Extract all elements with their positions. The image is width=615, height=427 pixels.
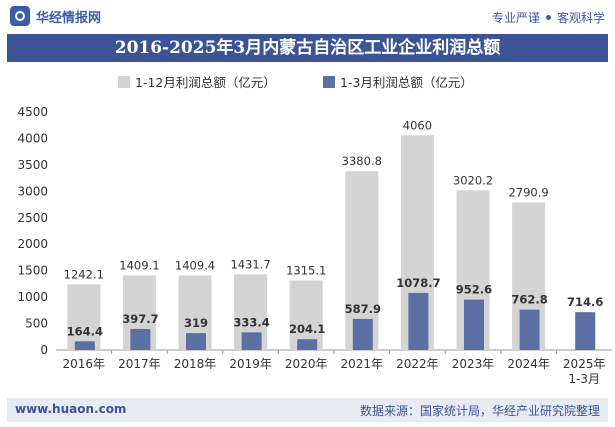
data-label-q1: 762.8 bbox=[511, 293, 547, 307]
data-label-full-year: 1409.1 bbox=[119, 258, 159, 272]
tagline: 专业严谨 客观科学 bbox=[492, 9, 605, 26]
x-tick-label: 2018年 bbox=[174, 357, 217, 371]
data-label-q1: 952.6 bbox=[456, 283, 492, 297]
y-tick-label: 500 bbox=[25, 317, 48, 331]
bar-q1 bbox=[408, 292, 429, 350]
bar-q1 bbox=[74, 341, 95, 350]
legend-label: 1-12月利润总额（亿元） bbox=[135, 75, 276, 90]
bar-q1 bbox=[297, 339, 318, 350]
legend-label: 1-3月利润总额（亿元） bbox=[340, 75, 473, 90]
data-label-q1: 204.1 bbox=[289, 322, 325, 336]
bar-chart: 1-12月利润总额（亿元） 1-3月利润总额（亿元） 0 500 1000 1500 200… bbox=[17, 75, 612, 386]
data-label-full-year: 1431.7 bbox=[230, 257, 270, 271]
brand[interactable]: 华经情报网 bbox=[10, 6, 101, 26]
y-tick-label: 2000 bbox=[17, 237, 48, 251]
y-tick-label: 3500 bbox=[17, 158, 48, 172]
bar-full-year bbox=[289, 280, 323, 350]
tagline-left: 专业严谨 bbox=[491, 11, 540, 25]
x-tick-label: 2016年 bbox=[63, 357, 106, 371]
bar-full-year bbox=[67, 284, 101, 350]
y-tick-label: 3000 bbox=[17, 184, 48, 198]
y-tick-label: 1000 bbox=[17, 290, 48, 304]
bar-q1 bbox=[241, 332, 262, 350]
y-tick-label: 4500 bbox=[17, 105, 48, 119]
x-tick-label: 2024年 bbox=[507, 357, 550, 371]
bar-q1 bbox=[130, 328, 151, 350]
data-label-q1: 319 bbox=[184, 316, 208, 330]
y-tick-label: 0 bbox=[40, 343, 48, 357]
data-label-q1: 714.6 bbox=[567, 295, 603, 309]
bar-q1 bbox=[352, 318, 373, 350]
x-tick-label: 2019年 bbox=[229, 357, 272, 371]
bar-q1 bbox=[186, 333, 206, 350]
header-bar: 华经情报网 专业严谨 客观科学 bbox=[0, 0, 615, 34]
footer-bar: www.huaon.com 数据来源：国家统计局，华经产业研究院整理 bbox=[7, 398, 608, 422]
data-label-q1: 1078.7 bbox=[396, 276, 440, 290]
data-label-q1: 333.4 bbox=[233, 315, 269, 329]
bar-q1 bbox=[575, 312, 596, 350]
footer-source: 数据来源：国家统计局，华经产业研究院整理 bbox=[359, 404, 600, 418]
bar-q1 bbox=[519, 309, 540, 350]
x-tick-label: 2020年 bbox=[285, 357, 328, 371]
data-label-full-year: 1315.1 bbox=[286, 263, 326, 277]
data-label-q1: 164.4 bbox=[67, 324, 103, 338]
data-label-full-year: 4060 bbox=[403, 118, 432, 132]
chart-title: 2016-2025年3月内蒙古自治区工业企业利润总额 bbox=[7, 34, 608, 62]
x-tick-label: 2023年 bbox=[452, 357, 495, 371]
brand-logo-icon bbox=[10, 6, 30, 26]
data-label-full-year: 2790.9 bbox=[508, 185, 548, 199]
tagline-right: 客观科学 bbox=[556, 11, 605, 25]
x-tick-label: 2022年 bbox=[396, 357, 439, 371]
data-label-q1: 397.7 bbox=[122, 312, 158, 326]
legend-swatch bbox=[118, 76, 130, 88]
data-label-q1: 587.9 bbox=[345, 302, 381, 316]
footer-site[interactable]: www.huaon.com bbox=[15, 402, 127, 416]
x-tick-label: 2021年 bbox=[341, 357, 384, 371]
y-tick-label: 1500 bbox=[17, 264, 48, 278]
y-tick-label: 4000 bbox=[17, 131, 48, 145]
data-label-full-year: 3020.2 bbox=[453, 173, 493, 187]
bar-q1 bbox=[464, 299, 484, 350]
legend-swatch bbox=[323, 76, 335, 88]
y-tick-label: 2500 bbox=[17, 211, 48, 225]
data-label-full-year: 1242.1 bbox=[64, 267, 104, 281]
dot-icon bbox=[545, 15, 551, 20]
data-label-full-year: 3380.8 bbox=[342, 154, 382, 168]
data-label-full-year: 1409.4 bbox=[175, 258, 215, 272]
x-tick-label: 2017年 bbox=[118, 357, 161, 371]
x-tick-label: 2025年 1-3月 bbox=[563, 357, 606, 386]
brand-name: 华经情报网 bbox=[36, 10, 102, 26]
